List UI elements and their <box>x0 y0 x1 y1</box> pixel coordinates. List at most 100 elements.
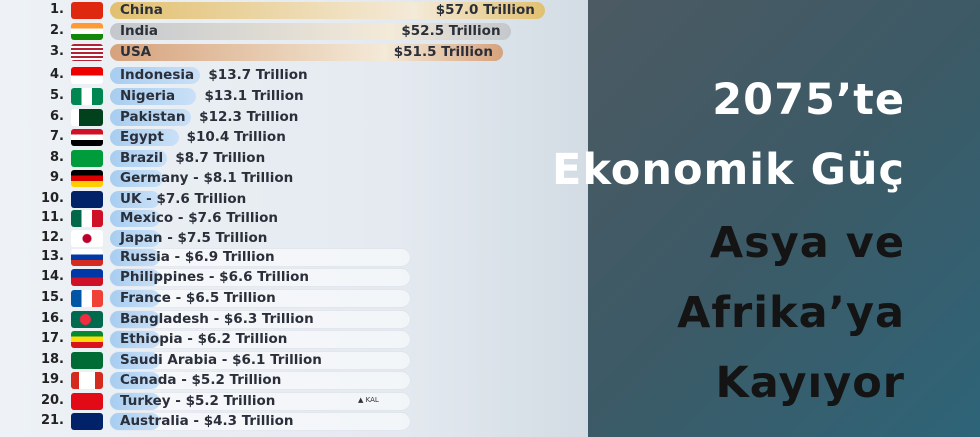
bar <box>110 129 179 146</box>
value-label: $13.1 Trillion <box>204 88 304 104</box>
bar <box>110 150 168 167</box>
bar-row: 5. Nigeria $13.1 Trillion <box>0 87 588 106</box>
bar-track <box>110 372 410 389</box>
bar-track <box>110 311 410 328</box>
category-label: Canada - $5.2 Trillion <box>120 372 282 388</box>
flag-icon <box>71 191 103 208</box>
bar-row: 7. Egypt $10.4 Trillion <box>0 128 588 147</box>
bar-row: 15. France - $6.5 Trillion <box>0 289 588 308</box>
bar <box>110 372 160 389</box>
category-label: China <box>120 2 163 18</box>
rank-label: 11. <box>40 210 64 225</box>
bar <box>110 249 160 266</box>
category-label: Egypt <box>120 129 164 145</box>
rank-label: 21. <box>40 413 64 428</box>
bar <box>110 109 192 126</box>
rank-label: 16. <box>40 311 64 326</box>
category-label: UK - $7.6 Trillion <box>120 191 247 207</box>
flag-icon <box>71 230 103 247</box>
category-label: France - $6.5 Trillion <box>120 290 276 306</box>
bar-track <box>110 352 410 369</box>
value-label: $10.4 Trillion <box>186 129 286 145</box>
bar-track <box>110 413 410 430</box>
value-label: $52.5 Trillion <box>401 23 501 39</box>
bar <box>110 413 160 430</box>
bar <box>110 67 201 84</box>
bar-row: 10. UK - $7.6 Trillion <box>0 190 588 209</box>
value-label: $6.2 Trillion <box>197 331 288 347</box>
rank-label: 14. <box>40 269 64 284</box>
rank-label: 2. <box>50 23 64 38</box>
rank-label: 17. <box>40 331 64 346</box>
flag-icon <box>71 23 103 40</box>
bar-track <box>110 290 410 307</box>
value-label: $7.6 Trillion <box>156 191 247 207</box>
flag-icon <box>71 269 103 286</box>
title-line-2: Ekonomik Güç <box>551 145 905 195</box>
bar-track <box>110 393 410 410</box>
bar <box>110 2 545 19</box>
bar-row: 2. India $52.5 Trillion <box>0 22 588 41</box>
value-label: $6.6 Trillion <box>219 269 309 285</box>
logo: ▲ KAL <box>358 396 379 404</box>
category-label: Brazil <box>120 150 164 166</box>
flag-icon <box>71 372 103 389</box>
category-label: Russia - $6.9 Trillion <box>120 249 275 265</box>
value-label: $4.3 Trillion <box>203 413 294 429</box>
rank-label: 10. <box>40 191 64 206</box>
flag-icon <box>71 210 103 227</box>
bar-track <box>110 249 410 266</box>
flag-icon <box>71 249 103 266</box>
bar-row: 8. Brazil $8.7 Trillion <box>0 149 588 168</box>
rank-label: 7. <box>50 129 64 144</box>
bar-row: 9. Germany - $8.1 Trillion <box>0 169 588 188</box>
flag-icon <box>71 290 103 307</box>
rank-label: 9. <box>50 170 64 185</box>
title-line-3: Asya ve <box>709 218 905 268</box>
rank-label: 12. <box>40 230 64 245</box>
title-line-1: 2075’te <box>712 75 905 125</box>
rank-label: 18. <box>40 352 64 367</box>
bar-row: 20. Turkey - $5.2 Trillion <box>0 392 588 411</box>
rank-label: 3. <box>50 44 64 59</box>
flag-icon <box>71 331 103 348</box>
category-label: Indonesia <box>120 67 195 83</box>
rank-label: 19. <box>40 372 64 387</box>
value-label: $8.7 Trillion <box>175 150 266 166</box>
bar-row: 3. USA $51.5 Trillion <box>0 43 588 62</box>
rank-label: 8. <box>50 150 64 165</box>
flag-icon <box>71 129 103 146</box>
rank-label: 15. <box>40 290 64 305</box>
bar <box>110 393 160 410</box>
bar <box>110 44 503 61</box>
flag-icon <box>71 109 103 126</box>
value-label: $5.2 Trillion <box>185 393 276 409</box>
flag-icon <box>71 44 103 61</box>
flag-icon <box>71 150 103 167</box>
category-label: Germany - $8.1 Trillion <box>120 170 294 186</box>
category-label: Australia - $4.3 Trillion <box>120 413 294 429</box>
flag-icon <box>71 413 103 430</box>
bar <box>110 311 160 328</box>
value-label: $7.6 Trillion <box>188 210 279 226</box>
bar <box>110 230 160 247</box>
bar-track <box>110 331 410 348</box>
bar-row: 18. Saudi Arabia - $6.1 Trillion <box>0 351 588 370</box>
rank-label: 6. <box>50 109 64 124</box>
bar-row: 12. Japan - $7.5 Trillion <box>0 229 588 248</box>
value-label: $57.0 Trillion <box>435 2 535 18</box>
rank-label: 13. <box>40 249 64 264</box>
bar-track <box>110 269 410 286</box>
bar-row: 16. Bangladesh - $6.3 Trillion <box>0 310 588 329</box>
flag-icon <box>71 88 103 105</box>
bar-row: 14. Philippines - $6.6 Trillion <box>0 268 588 287</box>
value-label: $51.5 Trillion <box>393 44 493 60</box>
category-label: India <box>120 23 159 39</box>
bar-row: 21. Australia - $4.3 Trillion <box>0 412 588 431</box>
bar <box>110 210 161 227</box>
category-label: USA <box>120 44 152 60</box>
category-label: Philippines - $6.6 Trillion <box>120 269 309 285</box>
value-label: $13.7 Trillion <box>208 67 308 83</box>
bar <box>110 269 160 286</box>
bar <box>110 170 164 187</box>
